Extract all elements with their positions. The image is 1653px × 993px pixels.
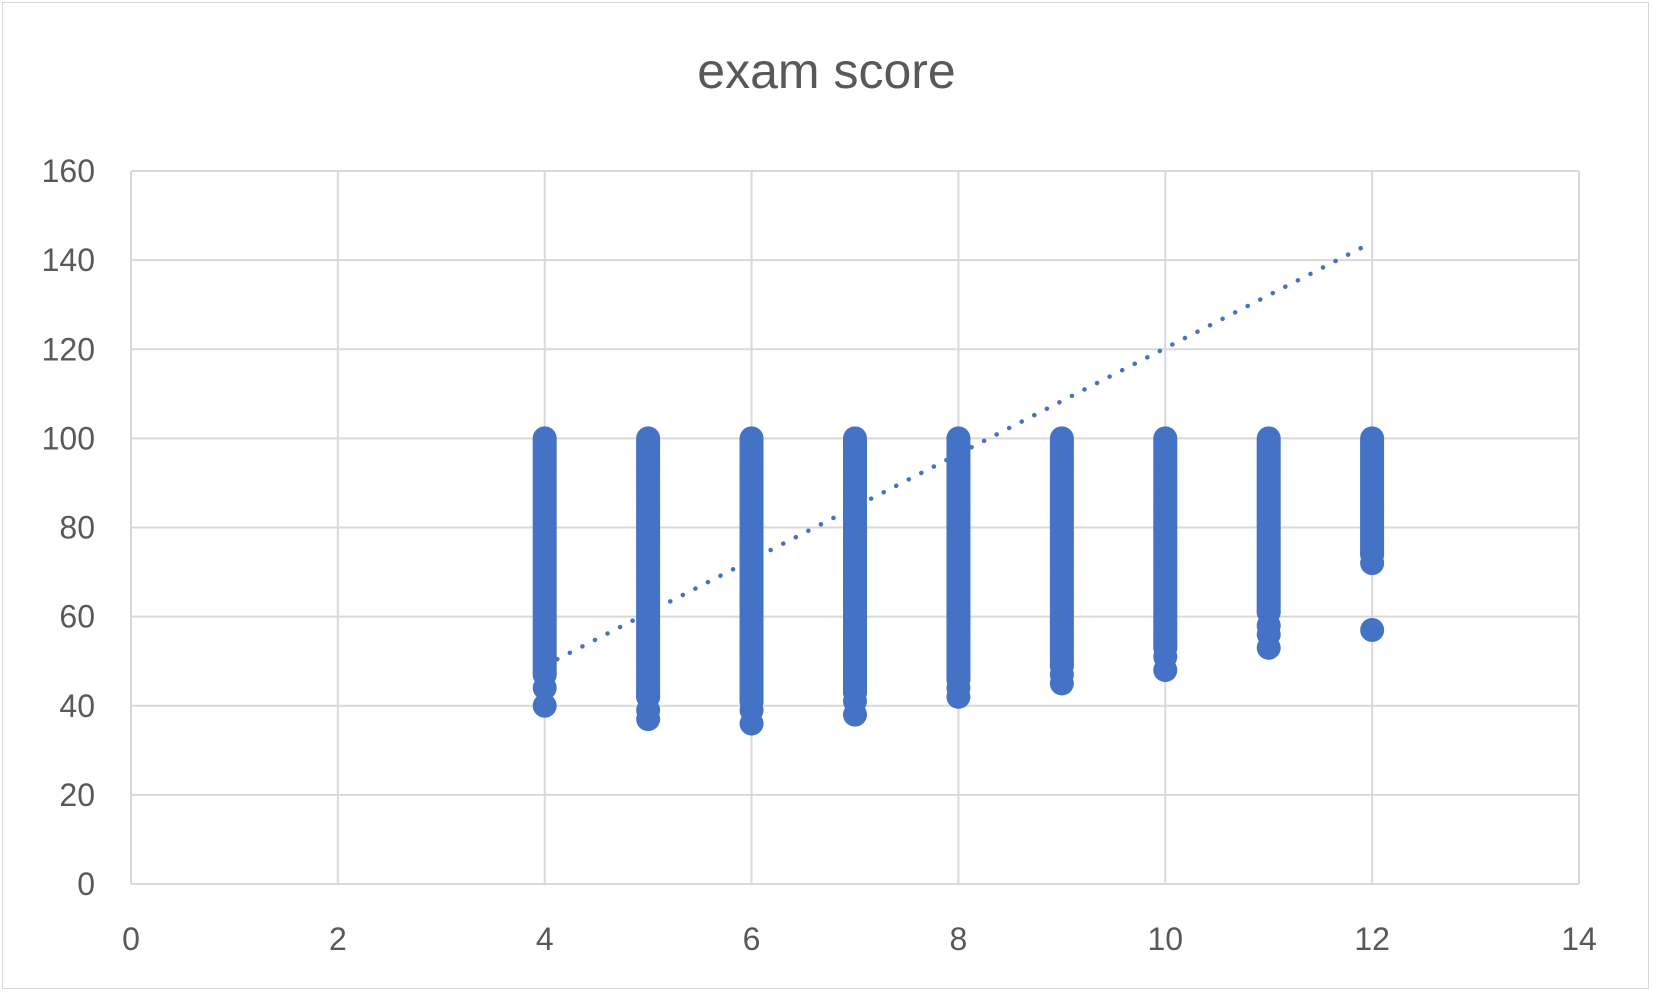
data-column-x6 bbox=[739, 426, 764, 736]
data-column-x5 bbox=[636, 426, 661, 732]
y-tick-label: 80 bbox=[59, 510, 95, 546]
y-tick-label: 40 bbox=[59, 688, 95, 724]
x-tick-label: 8 bbox=[950, 921, 968, 957]
x-tick-label: 0 bbox=[122, 921, 140, 957]
data-point bbox=[1049, 653, 1074, 678]
data-point bbox=[636, 684, 661, 709]
y-tick-label: 100 bbox=[42, 420, 95, 456]
y-tick-label: 120 bbox=[42, 331, 95, 367]
data-point bbox=[532, 693, 557, 718]
x-tick-label: 2 bbox=[329, 921, 347, 957]
data-point bbox=[1360, 617, 1385, 642]
data-point bbox=[946, 667, 971, 692]
data-column-x9 bbox=[1049, 426, 1074, 696]
y-tick-label: 140 bbox=[42, 242, 95, 278]
trendline bbox=[542, 240, 1375, 668]
data-point bbox=[532, 662, 557, 687]
data-point bbox=[1256, 600, 1281, 625]
data-column-x4 bbox=[532, 426, 557, 718]
y-tick-label: 160 bbox=[42, 153, 95, 189]
chart-title: exam score bbox=[697, 43, 956, 99]
y-tick-label: 0 bbox=[77, 866, 95, 902]
data-point bbox=[1360, 542, 1385, 567]
x-tick-label: 6 bbox=[743, 921, 761, 957]
data-column-x11 bbox=[1256, 426, 1281, 660]
data-point bbox=[739, 689, 764, 714]
x-tick-label: 12 bbox=[1354, 921, 1390, 957]
x-tick-label: 10 bbox=[1147, 921, 1183, 957]
data-column-x10 bbox=[1153, 426, 1178, 683]
y-tick-label: 20 bbox=[59, 777, 95, 813]
x-tick-label: 14 bbox=[1561, 921, 1597, 957]
data-point bbox=[1153, 635, 1178, 660]
x-tick-label: 4 bbox=[536, 921, 554, 957]
data-column-x7 bbox=[843, 426, 867, 727]
data-column-x12 bbox=[1360, 426, 1385, 642]
y-tick-label: 60 bbox=[59, 599, 95, 635]
data-point bbox=[843, 680, 867, 705]
data-column-x8 bbox=[946, 426, 971, 709]
